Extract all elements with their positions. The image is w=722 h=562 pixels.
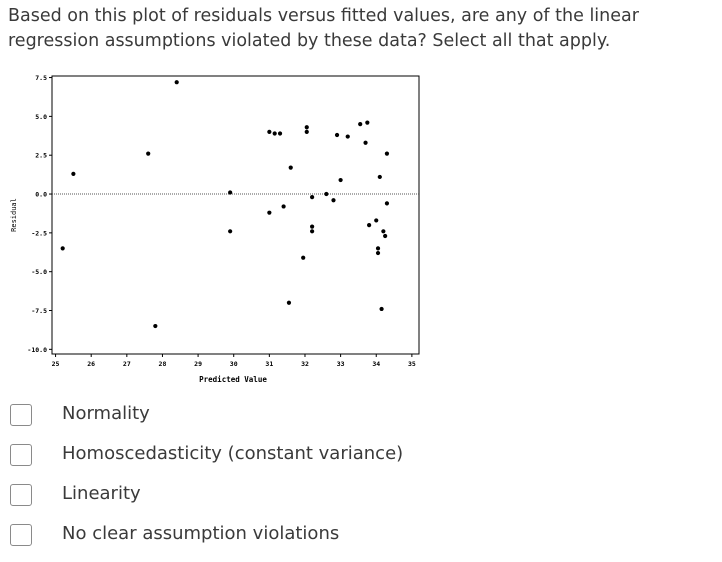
data-point bbox=[381, 229, 386, 234]
data-point bbox=[363, 140, 368, 145]
option-homoscedasticity[interactable]: Homoscedasticity (constant variance) bbox=[10, 440, 430, 470]
data-point bbox=[324, 191, 329, 197]
data-point bbox=[228, 229, 233, 234]
x-axis-label: Predicted Value bbox=[199, 375, 267, 384]
data-point bbox=[281, 204, 286, 209]
data-point bbox=[379, 306, 384, 312]
data-point bbox=[375, 246, 381, 251]
x-tick-label: 26 bbox=[87, 360, 95, 368]
y-axis-label: Residual bbox=[10, 198, 18, 232]
data-point bbox=[267, 210, 272, 215]
data-point bbox=[153, 323, 158, 329]
y-tick-label: 5.0 bbox=[35, 113, 47, 121]
checkbox-no-violations[interactable] bbox=[10, 524, 32, 546]
data-point bbox=[71, 171, 76, 176]
data-point bbox=[60, 246, 65, 251]
y-tick-label: -2.5 bbox=[31, 229, 47, 237]
plot-frame bbox=[51, 75, 420, 355]
data-point bbox=[375, 250, 381, 256]
data-point bbox=[383, 233, 388, 239]
x-tick-label: 35 bbox=[408, 360, 416, 368]
x-tick-label: 34 bbox=[372, 360, 380, 368]
x-tick-label: 31 bbox=[265, 360, 273, 368]
data-point bbox=[384, 201, 390, 206]
option-label: Normality bbox=[62, 403, 150, 424]
data-point bbox=[374, 218, 379, 223]
y-tick-label: -7.5 bbox=[31, 307, 47, 315]
residual-plot-svg: 7.5 5.0 2.5 0.0 -2.5 -5.0 -7.5 -10.0 25 26 27 28 29… bbox=[10, 74, 420, 384]
option-no-violations[interactable]: No clear assumption violations bbox=[10, 520, 430, 550]
checkbox-linearity[interactable] bbox=[10, 484, 32, 506]
data-point bbox=[367, 222, 372, 228]
option-label: Linearity bbox=[62, 483, 141, 504]
data-point bbox=[384, 151, 390, 156]
x-tick-label: 25 bbox=[52, 360, 60, 368]
data-point bbox=[286, 300, 292, 305]
x-tick-label: 30 bbox=[230, 360, 238, 368]
data-point bbox=[304, 125, 309, 130]
option-linearity[interactable]: Linearity bbox=[10, 480, 430, 510]
x-tick-label: 33 bbox=[337, 360, 345, 368]
data-point bbox=[334, 132, 340, 138]
question-text: Based on this plot of residuals versus f… bbox=[8, 6, 639, 51]
data-point bbox=[365, 120, 370, 125]
data-point bbox=[272, 131, 277, 136]
option-normality[interactable]: Normality bbox=[10, 400, 430, 430]
data-point bbox=[345, 134, 350, 139]
data-point bbox=[277, 131, 283, 136]
y-tick-label: 0.0 bbox=[35, 191, 47, 199]
data-point bbox=[331, 198, 336, 203]
data-point bbox=[310, 195, 315, 200]
x-tick-label: 27 bbox=[123, 360, 131, 368]
option-label: No clear assumption violations bbox=[62, 523, 340, 544]
data-point bbox=[358, 122, 363, 127]
data-point bbox=[228, 190, 233, 195]
x-tick-label: 28 bbox=[159, 360, 167, 368]
data-point bbox=[146, 151, 151, 156]
data-point bbox=[174, 80, 179, 85]
y-tick-label: -5.0 bbox=[31, 268, 47, 276]
residual-plot: 7.5 5.0 2.5 0.0 -2.5 -5.0 -7.5 -10.0 25 26 27 28 29… bbox=[0, 68, 430, 398]
x-tick-label: 32 bbox=[301, 360, 309, 368]
checkbox-homoscedasticity[interactable] bbox=[10, 444, 32, 466]
option-label: Homoscedasticity (constant variance) bbox=[62, 443, 404, 464]
checkbox-normality[interactable] bbox=[10, 404, 32, 426]
y-tick-label: 2.5 bbox=[35, 152, 47, 160]
data-point bbox=[301, 255, 306, 260]
y-tick-label: 7.5 bbox=[35, 74, 47, 82]
data-point bbox=[310, 229, 315, 234]
data-point bbox=[338, 177, 343, 183]
data-point bbox=[288, 165, 293, 170]
data-point bbox=[377, 174, 382, 180]
y-tick-label: -10.0 bbox=[27, 346, 47, 354]
data-point bbox=[304, 129, 309, 135]
x-tick-label: 29 bbox=[194, 360, 202, 368]
data-point bbox=[267, 129, 272, 135]
data-point bbox=[310, 224, 315, 229]
